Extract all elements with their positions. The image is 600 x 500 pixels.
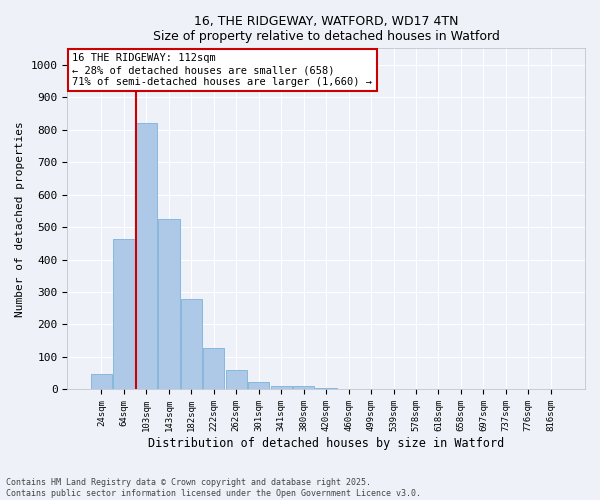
Text: 16 THE RIDGEWAY: 112sqm
← 28% of detached houses are smaller (658)
71% of semi-d: 16 THE RIDGEWAY: 112sqm ← 28% of detache… [73, 54, 373, 86]
Bar [181, 299, 202, 390]
Bar [293, 386, 314, 390]
Bar [113, 240, 134, 390]
Bar [91, 374, 112, 390]
Bar [158, 219, 179, 390]
Bar [361, 389, 382, 390]
Y-axis label: Number of detached properties: Number of detached properties [15, 121, 25, 317]
Text: Contains HM Land Registry data © Crown copyright and database right 2025.
Contai: Contains HM Land Registry data © Crown c… [6, 478, 421, 498]
Bar [271, 386, 292, 390]
Bar [338, 389, 359, 390]
Bar [203, 348, 224, 390]
Bar [316, 388, 337, 390]
Bar [226, 370, 247, 390]
Bar [248, 382, 269, 390]
Bar [136, 123, 157, 390]
X-axis label: Distribution of detached houses by size in Watford: Distribution of detached houses by size … [148, 437, 504, 450]
Title: 16, THE RIDGEWAY, WATFORD, WD17 4TN
Size of property relative to detached houses: 16, THE RIDGEWAY, WATFORD, WD17 4TN Size… [153, 15, 500, 43]
